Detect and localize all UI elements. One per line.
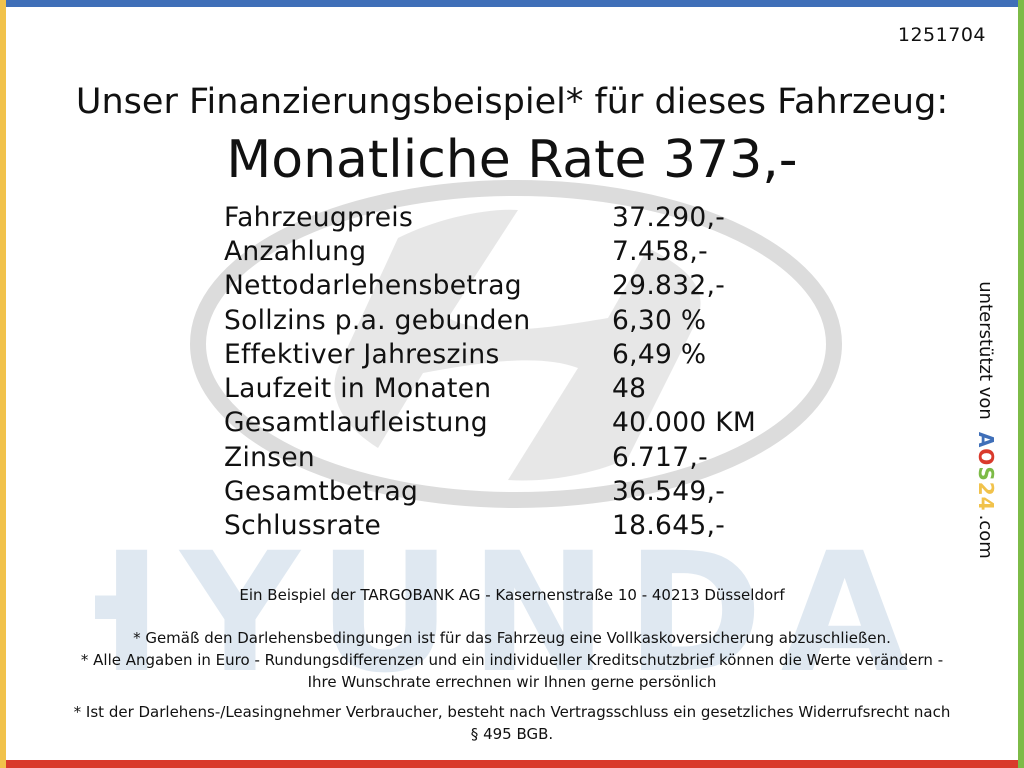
financing-label: Gesamtbetrag (224, 476, 419, 508)
lender-note: Ein Beispiel der TARGOBANK AG - Kasernen… (239, 586, 785, 604)
financing-value: 40.000 KM (612, 407, 757, 439)
financing-label: Anzahlung (224, 235, 367, 267)
financing-value: 6,49 % (612, 338, 707, 370)
aos24-logo-o: O (974, 448, 998, 467)
financing-label: Nettodarlehensbetrag (224, 270, 522, 302)
financing-value: 37.290,- (612, 201, 726, 233)
financing-row: Nettodarlehensbetrag 29.832,- (224, 269, 756, 303)
financing-row: Effektiver Jahreszins 6,49 % (224, 337, 756, 371)
financing-value: 29.832,- (612, 270, 726, 302)
reference-number: 1251704 (897, 24, 986, 46)
financing-row: Zinsen 6.717,- (224, 440, 756, 474)
financing-label: Gesamtlaufleistung (224, 407, 488, 439)
supported-by-sidebar: unterstützt von AOS24 .com (974, 281, 998, 558)
financing-value: 48 (612, 373, 647, 405)
right-color-border (1018, 0, 1024, 768)
financing-label: Effektiver Jahreszins (224, 338, 500, 370)
financing-row: Laufzeit in Monaten 48 (224, 371, 756, 405)
financing-label: Sollzins p.a. gebunden (224, 304, 531, 336)
headline: Unser Finanzierungsbeispiel* für dieses … (75, 82, 949, 122)
hyundai-text-watermark: HYUNDAI (95, 540, 935, 680)
insurance-note: * Gemäß den Darlehensbedingungen ist für… (133, 629, 891, 647)
financing-row: Gesamtlaufleistung 40.000 KM (224, 406, 756, 440)
aos24-logo-24: 24 (974, 481, 998, 512)
financing-label: Schlussrate (224, 510, 382, 542)
financing-label: Fahrzeugpreis (224, 201, 414, 233)
financing-row: Sollzins p.a. gebunden 6,30 % (224, 303, 756, 337)
financing-row: Anzahlung 7.458,- (224, 234, 756, 268)
left-color-border (0, 0, 6, 768)
aos24-domain-suffix: .com (975, 514, 997, 559)
top-color-border (0, 0, 1024, 7)
monthly-rate: Monatliche Rate 373,- (226, 130, 798, 190)
financing-row: Schlussrate 18.645,- (224, 509, 756, 543)
supported-by-label: unterstützt von (975, 281, 997, 420)
aos24-logo-s: S (974, 466, 998, 482)
financing-row: Gesamtbetrag 36.549,- (224, 474, 756, 508)
financing-value: 7.458,- (612, 235, 708, 267)
financing-value: 6,30 % (612, 304, 707, 336)
financing-label: Zinsen (224, 441, 316, 473)
revocation-note: * Ist der Darlehens-/Leasingnehmer Verbr… (73, 703, 951, 743)
aos24-logo[interactable]: AOS24 (974, 432, 998, 512)
financing-value: 36.549,- (612, 476, 726, 508)
financing-table: Fahrzeugpreis 37.290,- Anzahlung 7.458,- Net… (224, 200, 756, 543)
hyundai-logo-watermark (190, 180, 842, 508)
financing-label: Laufzeit in Monaten (224, 373, 492, 405)
bottom-color-border (0, 760, 1024, 768)
financing-value: 6.717,- (612, 441, 708, 473)
financing-row: Fahrzeugpreis 37.290,- (224, 200, 756, 234)
figures-note: * Alle Angaben in Euro - Rundungsdiffere… (80, 651, 944, 691)
financing-value: 18.645,- (612, 510, 726, 542)
aos24-logo-a: A (974, 431, 998, 449)
svg-text:HYUNDAI: HYUNDAI (95, 540, 935, 680)
footnotes: * Gemäß den Darlehensbedingungen ist für… (70, 627, 954, 745)
